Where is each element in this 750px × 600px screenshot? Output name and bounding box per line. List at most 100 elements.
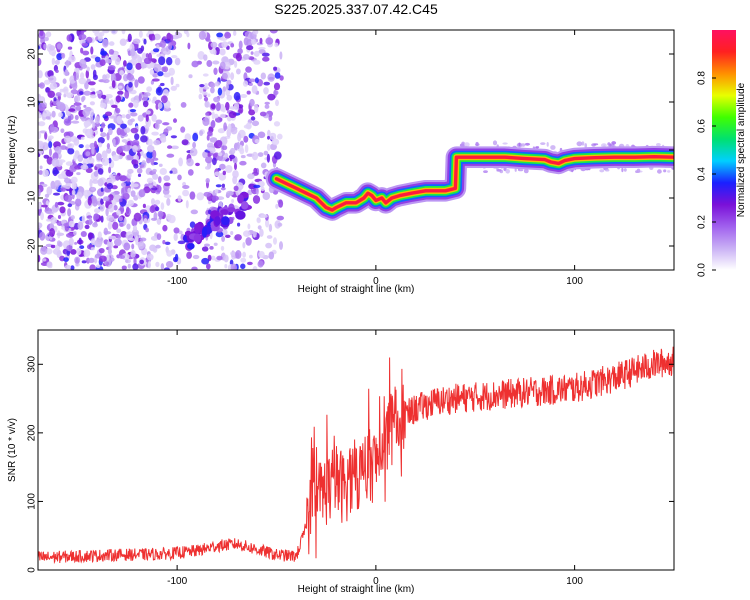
- noise-speckle: [207, 200, 212, 205]
- snr-series-line: [38, 346, 674, 565]
- noise-speckle: [230, 43, 235, 48]
- noise-speckle: [39, 30, 44, 37]
- halo-speckle: [599, 169, 605, 173]
- noise-speckle: [271, 138, 280, 146]
- noise-speckle: [242, 242, 246, 249]
- noise-speckle: [269, 132, 277, 141]
- spectrogram-x-label: Height of straight line (km): [298, 284, 415, 295]
- spectrogram-y-axis: -20 -10 0 10 20: [27, 48, 674, 253]
- noise-speckle: [219, 113, 226, 119]
- noise-speckle: [189, 191, 196, 200]
- noise-speckle: [48, 135, 54, 140]
- noise-speckle: [238, 104, 244, 109]
- noise-speckle: [213, 242, 218, 246]
- noise-speckle: [149, 205, 156, 213]
- halo-speckle: [546, 142, 549, 147]
- noise-speckle: [115, 95, 122, 103]
- noise-speckle: [202, 117, 210, 126]
- noise-speckle: [67, 46, 73, 50]
- noise-speckle: [74, 114, 79, 121]
- noise-speckle: [146, 177, 154, 184]
- noise-speckle: [166, 250, 173, 257]
- noise-speckle: [72, 82, 78, 90]
- noise-speckle: [165, 261, 174, 268]
- noise-speckle: [257, 225, 262, 230]
- noise-speckle: [260, 162, 267, 169]
- noise-speckle: [89, 101, 95, 106]
- noise-speckle: [163, 128, 169, 136]
- noise-speckle: [236, 68, 241, 75]
- halo-speckle: [611, 141, 617, 145]
- noise-speckle: [70, 89, 78, 95]
- halo-speckle: [523, 168, 529, 174]
- noise-speckle: [171, 55, 178, 59]
- noise-speckle: [221, 41, 228, 48]
- noise-speckle: [259, 111, 267, 117]
- noise-speckle: [121, 139, 128, 143]
- noise-speckle: [192, 254, 200, 260]
- noise-speckle: [132, 225, 138, 233]
- noise-speckle: [38, 188, 41, 197]
- noise-speckle: [79, 91, 84, 95]
- noise-speckle: [147, 138, 153, 147]
- noise-speckle: [227, 123, 232, 133]
- noise-speckle: [115, 174, 120, 181]
- halo-speckle: [623, 168, 627, 172]
- noise-speckle: [252, 30, 259, 35]
- noise-speckle: [219, 163, 226, 170]
- noise-speckle: [38, 112, 42, 119]
- noise-speckle: [47, 90, 55, 99]
- noise-speckle: [247, 223, 251, 230]
- halo-speckle: [461, 141, 465, 146]
- noise-speckle: [126, 223, 131, 230]
- noise-speckle: [48, 75, 57, 84]
- noise-speckle: [66, 92, 74, 99]
- noise-speckle: [138, 189, 146, 198]
- noise-speckle: [151, 198, 155, 206]
- noise-speckle: [39, 165, 43, 170]
- colorbar-tick-label: 0.6: [697, 119, 708, 133]
- noise-speckle: [151, 36, 156, 41]
- colorbar-tick-label: 0.0: [697, 263, 708, 277]
- noise-speckle: [266, 143, 271, 151]
- halo-speckle: [502, 142, 508, 145]
- noise-speckle: [231, 199, 235, 203]
- noise-speckle: [230, 72, 235, 80]
- noise-speckle: [198, 30, 206, 40]
- noise-speckle: [249, 254, 253, 259]
- noise-speckle: [71, 181, 77, 190]
- noise-speckle: [264, 101, 270, 105]
- noise-speckle: [250, 116, 256, 121]
- noise-speckle: [224, 152, 229, 159]
- noise-speckle: [230, 263, 237, 270]
- noise-speckle: [212, 153, 218, 158]
- noise-speckle: [219, 61, 226, 70]
- noise-speckle: [204, 83, 208, 87]
- halo-speckle: [663, 169, 667, 173]
- noise-speckle: [226, 190, 234, 196]
- noise-speckle: [256, 217, 261, 222]
- noise-speckle: [170, 145, 179, 150]
- noise-speckle: [166, 153, 175, 158]
- noise-speckle: [159, 168, 167, 175]
- noise-speckle: [155, 103, 159, 110]
- noise-speckle: [52, 152, 59, 161]
- noise-speckle: [142, 203, 146, 209]
- noise-speckle: [263, 81, 271, 86]
- noise-speckle: [85, 144, 90, 150]
- noise-speckle: [199, 85, 204, 94]
- noise-speckle: [273, 151, 282, 160]
- noise-speckle: [55, 92, 62, 97]
- noise-speckle: [181, 139, 189, 146]
- noise-speckle: [70, 265, 75, 270]
- noise-speckle: [138, 30, 143, 38]
- noise-speckle: [99, 59, 106, 66]
- noise-speckle: [108, 115, 116, 119]
- noise-speckle: [81, 215, 86, 224]
- noise-speckle: [101, 157, 110, 166]
- noise-speckle: [260, 214, 268, 219]
- spectrogram-blob-layer: [182, 191, 253, 251]
- noise-speckle: [233, 91, 241, 101]
- noise-speckle: [161, 95, 168, 104]
- halo-speckle: [636, 168, 641, 173]
